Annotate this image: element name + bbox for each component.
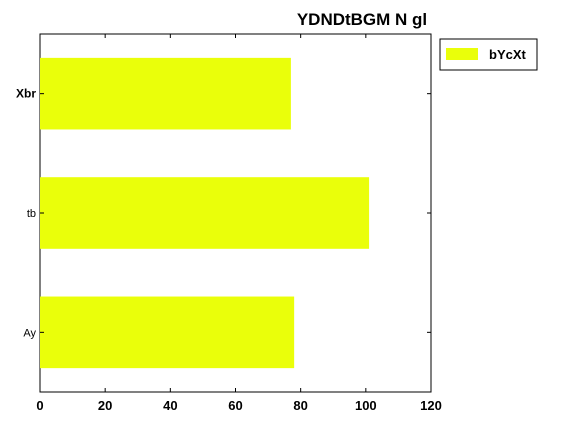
legend: bYcXt: [439, 38, 538, 71]
legend-box: [439, 38, 538, 71]
x-tick-label: 80: [293, 398, 307, 413]
chart-title: YDNDtBGM N gl: [297, 10, 427, 29]
bars-group: [40, 57, 370, 369]
x-tick-label: 40: [163, 398, 177, 413]
legend-label: bYcXt: [489, 47, 527, 62]
legend-swatch: [446, 48, 478, 60]
x-tick-label: 0: [36, 398, 43, 413]
bar-Xbr: [40, 57, 291, 130]
y-tick-label: tb: [27, 208, 36, 220]
bar-Ay: [40, 296, 295, 369]
y-axis: Xbr tb Ay: [16, 87, 431, 339]
bar-tb: [40, 177, 370, 249]
y-tick-label: Xbr: [16, 87, 36, 101]
y-tick-label: Ay: [23, 327, 36, 339]
x-tick-label: 120: [420, 398, 442, 413]
x-tick-label: 100: [355, 398, 377, 413]
x-tick-label: 20: [98, 398, 112, 413]
x-tick-label: 60: [228, 398, 242, 413]
x-axis: 0 20 40 60 80 100 120: [36, 34, 442, 413]
